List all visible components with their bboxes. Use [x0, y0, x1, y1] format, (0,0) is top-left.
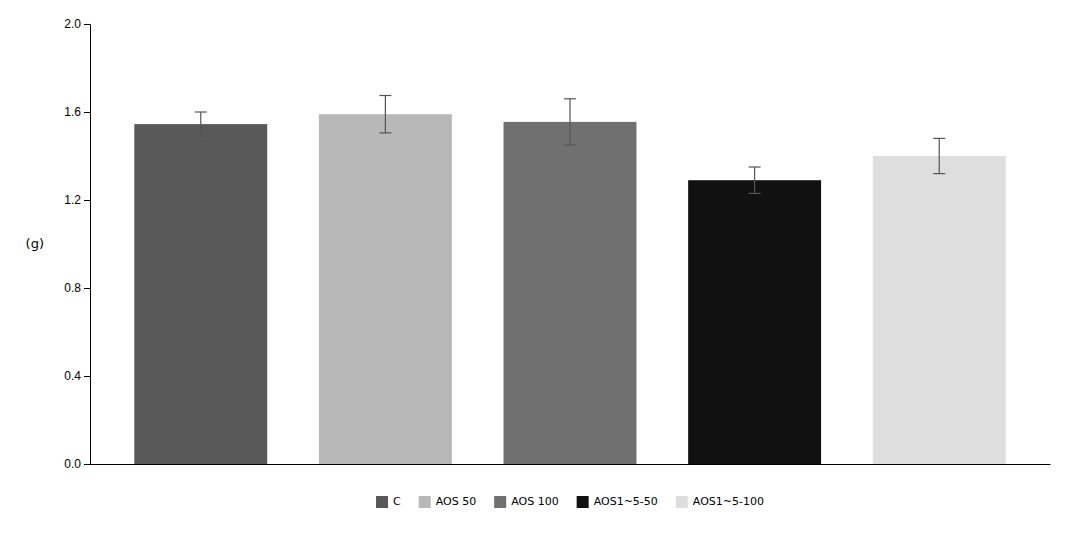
legend-label: AOS1~5-50 [594, 495, 658, 508]
y-tick-label: 2.0 [64, 17, 81, 31]
bar [688, 180, 821, 464]
y-tick: 0.8 [64, 281, 90, 295]
y-tick-mark [84, 112, 90, 113]
error-bar-stem [569, 99, 570, 145]
legend-swatch [376, 496, 388, 508]
y-tick-mark [84, 24, 90, 25]
error-bar [749, 167, 761, 193]
error-bar-cap [564, 98, 576, 99]
y-tick-mark [84, 288, 90, 289]
legend-swatch [419, 496, 431, 508]
y-tick-mark [84, 464, 90, 465]
legend-label: C [393, 495, 401, 508]
error-bar-cap [564, 144, 576, 145]
legend-label: AOS1~5-100 [693, 495, 764, 508]
legend-item: AOS 50 [419, 495, 476, 508]
legend-swatch [494, 496, 506, 508]
error-bar-cap [195, 111, 207, 112]
error-bar-cap [195, 136, 207, 137]
y-tick-mark [84, 200, 90, 201]
error-bar-stem [754, 167, 755, 193]
legend-label: AOS 100 [511, 495, 558, 508]
legend-swatch [577, 496, 589, 508]
bar [504, 122, 637, 464]
y-tick: 2.0 [64, 17, 90, 31]
y-tick-label: 0.0 [64, 457, 81, 471]
legend-item: AOS 100 [494, 495, 558, 508]
chart: 0.0 0.4 0.8 1.2 1.6 2.0 (g) C AOS 50 AOS 100 AOS1~… [0, 0, 1080, 534]
y-tick: 0.4 [64, 369, 90, 383]
legend-item: AOS1~5-100 [676, 495, 764, 508]
y-tick-label: 0.4 [64, 369, 81, 383]
error-bar-cap [933, 173, 945, 174]
legend-label: AOS 50 [436, 495, 476, 508]
error-bar-cap [933, 138, 945, 139]
y-tick: 1.6 [64, 105, 90, 119]
legend-swatch [676, 496, 688, 508]
y-tick-mark [84, 376, 90, 377]
plot: 0.0 0.4 0.8 1.2 1.6 2.0 (g) [26, 17, 1051, 471]
bar [319, 114, 452, 464]
bar [873, 156, 1006, 464]
error-bar [933, 138, 945, 173]
error-bar-stem [385, 96, 386, 133]
error-bar-stem [939, 138, 940, 173]
y-axis-line [84, 25, 91, 465]
y-tick: 1.2 [64, 193, 90, 207]
error-bar-cap [379, 132, 391, 133]
error-bar-stem [200, 112, 201, 136]
legend-item: C [376, 495, 401, 508]
y-tick-label: 1.2 [64, 193, 81, 207]
error-bar-cap [749, 193, 761, 194]
error-bar [195, 112, 207, 136]
y-tick-label: 1.6 [64, 105, 81, 119]
bar [134, 124, 267, 464]
y-tick: 0.0 [64, 457, 90, 471]
legend: C AOS 50 AOS 100 AOS1~5-50 AOS1~5-100 [376, 495, 764, 508]
marks [134, 96, 1005, 465]
y-axis: 0.0 0.4 0.8 1.2 1.6 2.0 [64, 17, 90, 471]
x-axis-line [91, 464, 1051, 465]
error-bar-cap [379, 95, 391, 96]
error-bar-cap [749, 166, 761, 167]
y-axis-title: (g) [26, 236, 44, 251]
error-bar [564, 99, 576, 145]
y-tick-label: 0.8 [64, 281, 81, 295]
error-bar [379, 96, 391, 133]
x-axis [91, 464, 1051, 465]
legend-item: AOS1~5-50 [577, 495, 658, 508]
